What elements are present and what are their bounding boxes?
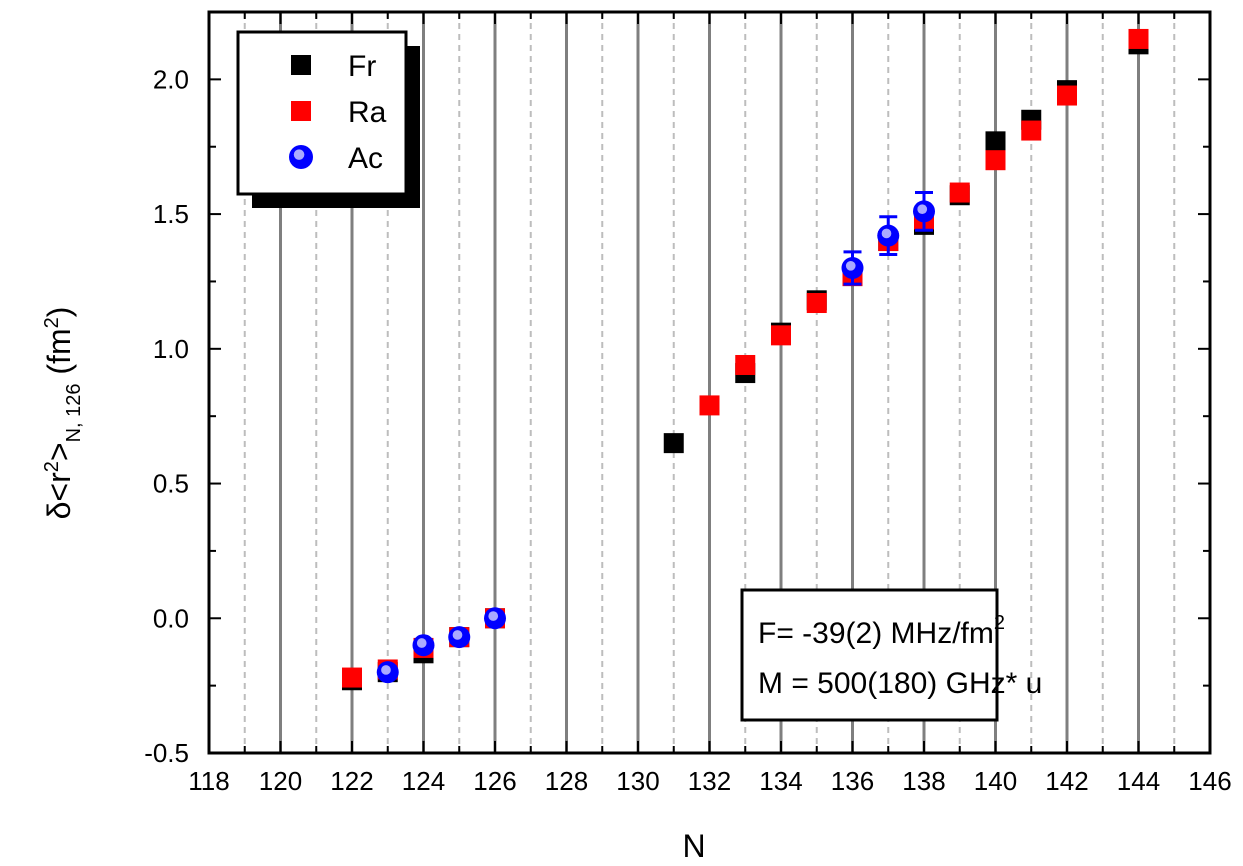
x-tick-label: 138	[902, 766, 945, 796]
data-point	[877, 224, 900, 247]
data-point	[663, 433, 684, 454]
legend-label-fr: Fr	[348, 50, 376, 83]
tick-labels: 118 120 122 124 126 128 130 132 134 136 138 140 142 1…	[144, 64, 1232, 796]
legend-label-ac: Ac	[348, 142, 383, 175]
data-point	[913, 200, 935, 223]
legend: Fr Ra Ac	[236, 30, 420, 208]
x-tick-label: 132	[688, 766, 731, 796]
legend-marker-fr	[291, 55, 311, 75]
legend-marker-ac	[289, 145, 313, 169]
marker-highlight	[845, 260, 856, 271]
data-point	[806, 293, 827, 314]
data-point	[699, 395, 720, 416]
series-ac	[376, 191, 935, 684]
data-point	[985, 131, 1006, 152]
x-tick-label: 146	[1188, 766, 1231, 796]
annotation-box: F= -39(2) MHz/fm2 M = 500(180) GHz* u	[740, 588, 1042, 722]
y-tick-label: 2.0	[153, 64, 189, 94]
y-tick-label: 1.5	[153, 199, 189, 229]
x-tick-label: 140	[974, 766, 1017, 796]
x-tick-label: 142	[1045, 766, 1088, 796]
x-tick-label: 124	[402, 766, 445, 796]
data-point	[484, 607, 506, 630]
y-tick-label: -0.5	[144, 738, 189, 768]
data-point	[1057, 85, 1077, 106]
y-tick-label: 0.5	[153, 469, 189, 499]
marker-highlight	[416, 638, 427, 648]
x-tick-label: 120	[259, 766, 302, 796]
marker-highlight	[917, 204, 928, 215]
annotation-frame	[740, 588, 999, 722]
marker-highlight	[381, 665, 391, 675]
x-axis-title: N	[682, 828, 705, 864]
marker-highlight	[488, 611, 499, 621]
x-tick-label: 134	[759, 766, 802, 796]
legend-marker-ra	[291, 101, 311, 121]
x-tick-label: 128	[545, 766, 588, 796]
marker-highlight	[881, 228, 892, 239]
y-tick-label: 1.0	[153, 334, 189, 364]
annotation-line2: M = 500(180) GHz* u	[758, 667, 1042, 700]
marker-highlight	[293, 149, 305, 160]
x-tick-label: 122	[330, 766, 373, 796]
data-point	[985, 150, 1006, 171]
x-tick-label: 136	[831, 766, 874, 796]
y-tick-label: 0.0	[153, 603, 189, 633]
legend-items: Fr Ra Ac	[289, 50, 387, 175]
x-tick-label: 126	[473, 766, 516, 796]
data-point	[1021, 120, 1042, 141]
x-tick-label: 130	[616, 766, 659, 796]
y-axis-title: δ<r2>N, 126 (fm2)	[41, 307, 85, 520]
x-tick-label: 118	[188, 766, 229, 796]
data-point	[735, 354, 756, 375]
data-point	[949, 182, 970, 203]
x-tick-label: 144	[1117, 766, 1160, 796]
legend-box	[236, 30, 408, 196]
data-point	[448, 626, 471, 649]
series-layer	[342, 28, 1149, 691]
annotation-line1: F= -39(2) MHz/fm2	[758, 612, 1005, 650]
legend-label-ra: Ra	[348, 96, 387, 129]
data-point	[412, 634, 435, 657]
data-point	[841, 256, 864, 279]
data-point	[771, 325, 791, 346]
marker-highlight	[452, 630, 463, 640]
data-point	[376, 661, 399, 684]
axis-ticks	[208, 11, 1211, 754]
data-point	[1128, 28, 1149, 49]
data-point	[342, 667, 362, 688]
